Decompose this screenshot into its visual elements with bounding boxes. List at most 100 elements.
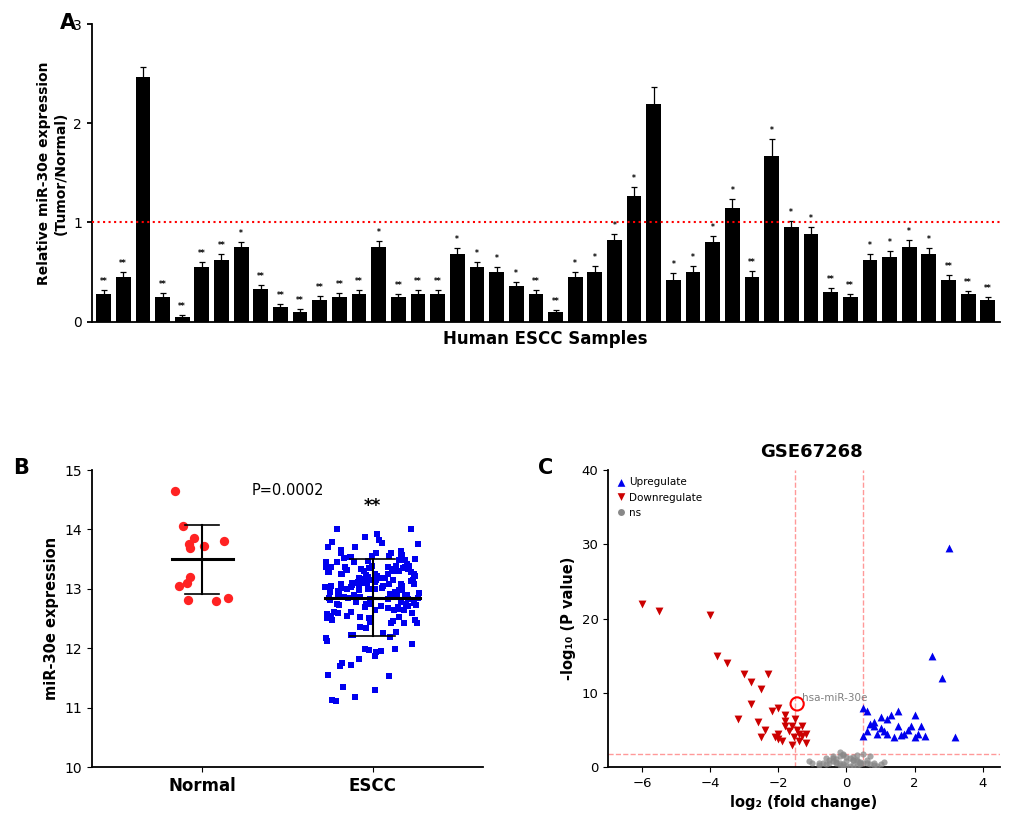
Text: *: *: [376, 228, 380, 237]
Point: [403, 574, 419, 588]
Point: [835, 757, 851, 770]
Text: *: *: [730, 186, 734, 195]
Point: [785, 731, 801, 744]
Point: [321, 593, 337, 606]
Text: B: B: [13, 458, 30, 478]
Point: [701, 608, 717, 621]
Point: [320, 565, 336, 579]
Text: *: *: [494, 254, 498, 263]
Point: [845, 750, 861, 763]
Point: [367, 650, 383, 663]
Point: [319, 668, 335, 681]
Point: [841, 752, 857, 765]
Point: [909, 727, 925, 740]
Text: **: **: [159, 280, 166, 289]
Point: [817, 752, 834, 765]
Point: [858, 705, 874, 718]
Point: [347, 595, 364, 608]
Point: [332, 581, 348, 594]
Point: [366, 604, 382, 617]
Point: [356, 573, 372, 586]
Point: [215, 534, 231, 548]
Point: [361, 597, 377, 610]
Point: [342, 629, 359, 642]
Point: [323, 613, 339, 626]
Bar: [528, 294, 543, 322]
Point: [323, 694, 339, 707]
Point: [835, 759, 851, 772]
Point: [317, 632, 333, 645]
Point: [824, 755, 841, 768]
Point: [845, 754, 861, 767]
Point: [790, 727, 806, 740]
Point: [858, 753, 874, 766]
Point: [182, 542, 199, 555]
Bar: [960, 294, 974, 322]
Point: [395, 617, 412, 630]
Point: [406, 552, 422, 565]
Bar: [862, 260, 876, 322]
Point: [379, 568, 395, 581]
Bar: [901, 247, 916, 322]
Text: *: *: [475, 249, 478, 258]
Point: [332, 546, 348, 559]
Point: [871, 710, 888, 723]
Bar: [979, 299, 995, 322]
Bar: [174, 317, 190, 322]
Point: [323, 610, 339, 623]
Point: [766, 731, 783, 744]
Text: **: **: [532, 277, 539, 286]
Point: [868, 727, 884, 740]
Point: [352, 620, 368, 633]
Point: [827, 752, 844, 765]
Bar: [784, 228, 798, 322]
Point: [367, 546, 383, 559]
Point: [360, 554, 376, 567]
Point: [865, 720, 881, 733]
Point: [167, 484, 183, 497]
Bar: [332, 297, 346, 322]
Point: [403, 523, 419, 536]
Point: [322, 585, 338, 598]
Point: [357, 530, 373, 543]
Point: [889, 705, 905, 718]
Point: [881, 708, 898, 721]
Point: [380, 550, 396, 563]
Point: [178, 576, 195, 589]
Point: [899, 724, 915, 737]
Point: [337, 563, 354, 576]
Point: [386, 642, 403, 655]
Bar: [155, 297, 170, 322]
Point: [875, 725, 892, 738]
Text: **: **: [198, 249, 206, 258]
Point: [392, 548, 409, 561]
Legend: Upregulate, Downregulate, ns: Upregulate, Downregulate, ns: [612, 475, 704, 520]
Point: [352, 610, 368, 623]
Y-axis label: -log₁₀ (P value): -log₁₀ (P value): [560, 557, 576, 681]
Point: [346, 690, 363, 703]
Point: [371, 572, 387, 585]
X-axis label: log₂ (fold change): log₂ (fold change): [730, 796, 876, 810]
Point: [804, 756, 820, 769]
Bar: [214, 260, 228, 322]
Point: [393, 577, 410, 590]
Point: [718, 657, 735, 670]
Point: [361, 561, 377, 574]
Point: [353, 562, 369, 575]
Bar: [411, 294, 425, 322]
Point: [396, 588, 413, 601]
Point: [359, 583, 375, 596]
Point: [385, 564, 401, 577]
Point: [379, 561, 395, 574]
Point: [787, 712, 803, 725]
Point: [219, 592, 235, 605]
Point: [407, 613, 423, 626]
Point: [395, 604, 412, 617]
Point: [708, 650, 725, 663]
Point: [396, 560, 413, 573]
Point: [868, 759, 884, 772]
Bar: [842, 297, 857, 322]
Point: [350, 576, 366, 589]
Text: *: *: [808, 215, 812, 224]
Point: [338, 610, 355, 623]
